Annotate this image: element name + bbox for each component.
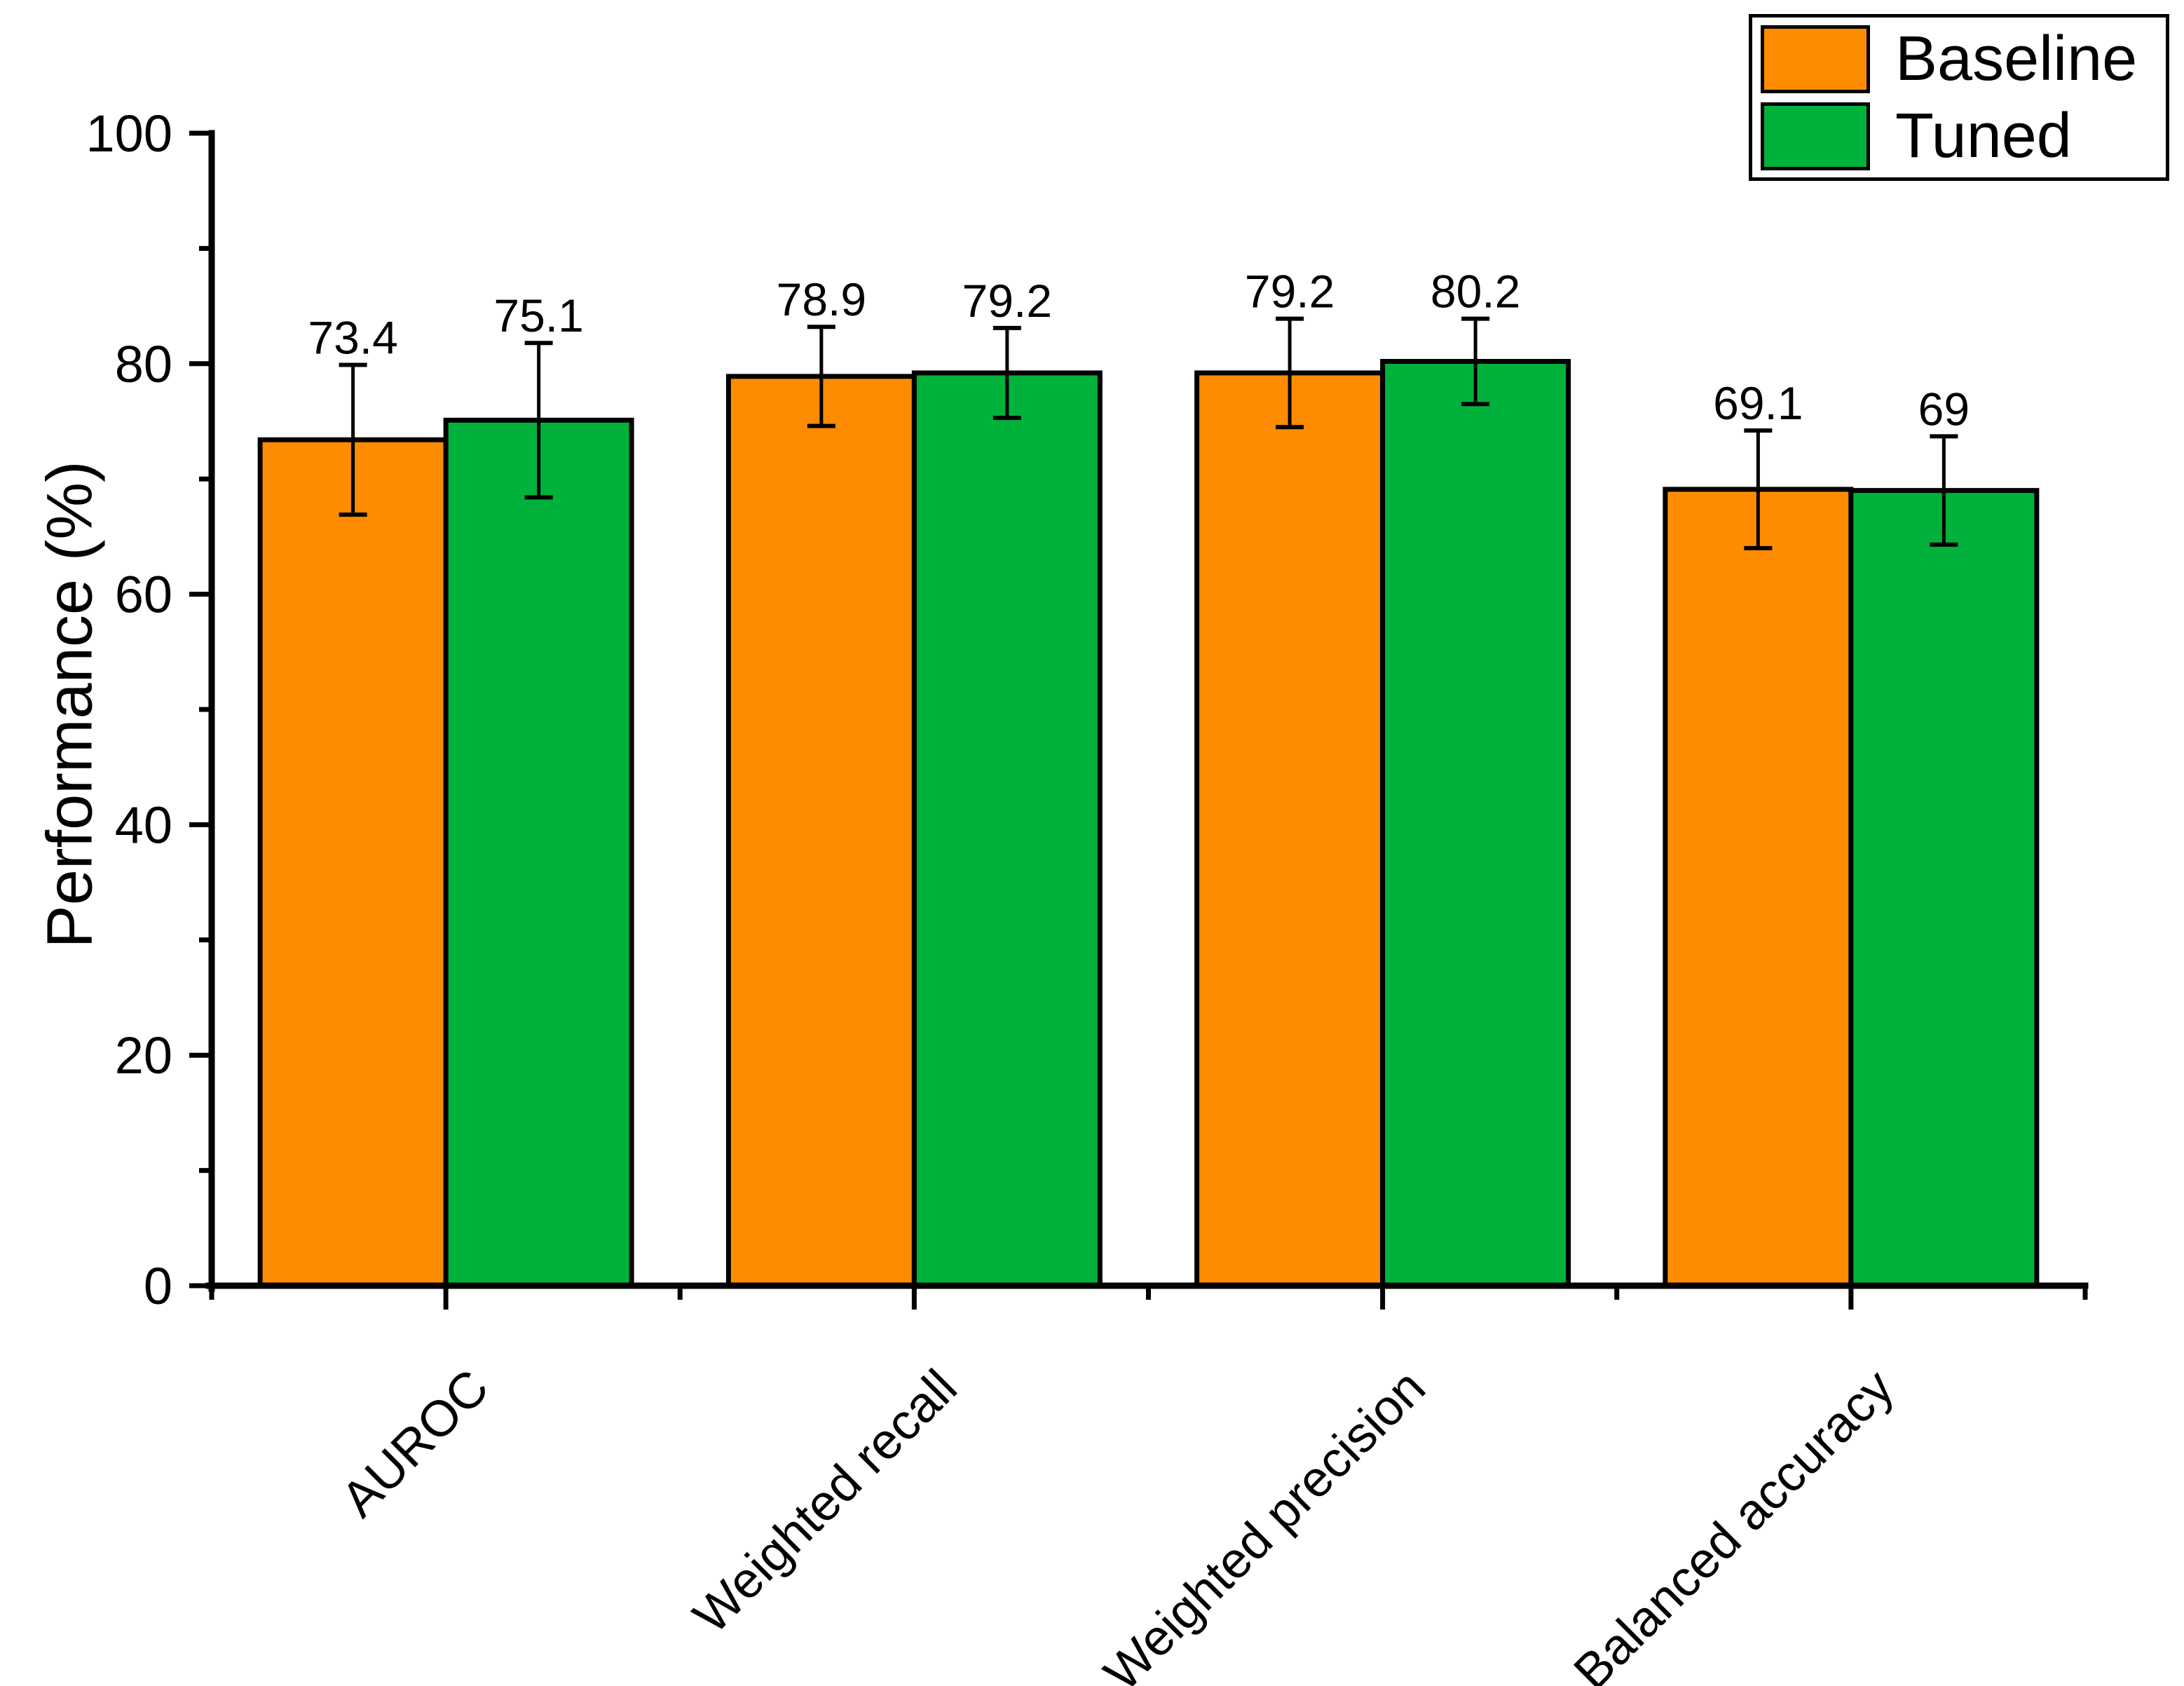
legend-item-baseline: Baseline (1761, 25, 2166, 93)
legend-label-tuned: Tuned (1895, 101, 2072, 171)
y-tick-label: 20 (115, 1026, 172, 1085)
value-label: 69 (1918, 383, 1970, 435)
y-tick-label: 80 (115, 335, 172, 393)
x-category-label: Weighted recall (683, 1359, 968, 1645)
legend-label-baseline: Baseline (1895, 24, 2138, 94)
y-tick-label: 100 (86, 104, 172, 163)
x-category-label: Weighted precision (1093, 1359, 1436, 1686)
legend: Baseline Tuned (1749, 14, 2169, 181)
value-label: 75.1 (493, 290, 583, 341)
bar (725, 374, 917, 1289)
y-tick-label: 40 (115, 796, 172, 854)
bar (1848, 488, 2040, 1289)
legend-swatch-baseline (1761, 25, 1870, 93)
bar (1194, 370, 1386, 1289)
bar (911, 370, 1103, 1289)
bar (443, 417, 634, 1289)
legend-swatch-tuned (1761, 102, 1870, 170)
y-tick-label: 60 (115, 566, 172, 624)
y-tick-label: 0 (144, 1257, 172, 1315)
bar (257, 437, 449, 1289)
x-category-label: Balanced accuracy (1563, 1359, 1904, 1686)
y-axis-title: Performance (%) (34, 461, 106, 949)
x-category-label: AUROC (331, 1359, 499, 1528)
value-label: 69.1 (1713, 377, 1803, 429)
value-label: 78.9 (777, 273, 866, 325)
value-label: 73.4 (308, 311, 397, 363)
legend-item-tuned: Tuned (1761, 102, 2166, 170)
bar (1380, 359, 1571, 1289)
value-label: 80.2 (1431, 266, 1520, 318)
value-label: 79.2 (1245, 266, 1335, 318)
value-label: 79.2 (962, 275, 1052, 327)
bar (1663, 487, 1854, 1289)
